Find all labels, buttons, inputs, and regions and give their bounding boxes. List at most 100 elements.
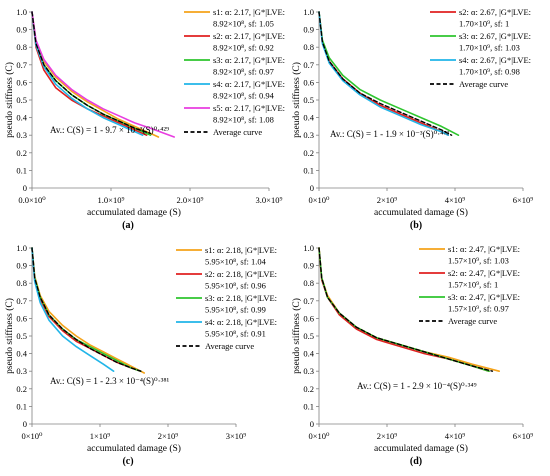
y-tick-label: 0.7 <box>16 296 27 306</box>
y-tick-label: 0.8 <box>303 42 314 52</box>
y-tick-label: 0 <box>310 419 314 429</box>
x-tick-label: 4×10⁹ <box>445 431 466 441</box>
y-tick-label: 0.2 <box>303 148 314 158</box>
y-tick-label: 0.4 <box>16 113 27 123</box>
x-tick-label: 0×10⁰ <box>309 431 331 441</box>
fit-equation: Av.: C(S) = 1 - 2.3 × 10⁻⁴(S)⁰·³⁸¹ <box>50 376 169 386</box>
x-tick-label: 3.0×10⁹ <box>256 195 283 205</box>
legend-label: s1: α: 2.18, |G*|LVE: 5.95×10⁸, sf: 1.04 <box>205 245 277 267</box>
series-line-6 <box>31 11 152 135</box>
y-tick-label: 1.0 <box>16 243 27 253</box>
legend-label: Average curve <box>213 127 262 137</box>
y-tick-label: 0.5 <box>16 95 27 105</box>
y-tick-label: 0.2 <box>16 384 27 394</box>
series-line-4 <box>318 247 494 372</box>
chart-panel-a: 0 0.1 0.2 0.3 0.4 0.5 0.6 0.7 0.8 0.9 1.0 0.0×10⁰ 1.… <box>4 7 285 231</box>
x-tick-label: 2×10⁹ <box>158 431 179 441</box>
x-tick-label: 0×10⁰ <box>309 195 331 205</box>
y-tick-label: 0.3 <box>303 366 314 376</box>
y-axis-label: pseudo stiffness (C) <box>291 298 302 374</box>
y-tick-label: 0.7 <box>303 60 314 70</box>
x-tick-label: 3×10⁹ <box>226 431 247 441</box>
x-axis-label: accumulated damage (S) <box>374 443 468 454</box>
x-tick-label: 2×10⁹ <box>377 431 398 441</box>
panel-label: (d) <box>410 456 422 467</box>
chart-panel-c: 0 0.1 0.2 0.3 0.4 0.5 0.6 0.7 0.8 0.9 1.0 0×10⁰ 1×10… <box>4 243 277 467</box>
y-tick-label: 0.3 <box>16 366 27 376</box>
x-tick-label: 6×10⁹ <box>513 431 534 441</box>
series-line-4 <box>318 11 453 136</box>
y-tick-label: 0.4 <box>16 349 27 359</box>
y-tick-label: 0.1 <box>16 401 27 411</box>
series-line-4 <box>31 247 115 373</box>
legend-label: s3: α: 2.18, |G*|LVE: 5.95×10⁸, sf: 0.99 <box>205 293 277 315</box>
chart-panel-b: 0 0.1 0.2 0.3 0.4 0.5 0.6 0.7 0.8 0.9 1.0 0×10⁰ 2×10… <box>291 7 533 231</box>
y-tick-label: 1.0 <box>303 243 314 253</box>
legend-label: s4: α: 2.67, |G*|LVE: 1.70×10⁹, sf: 0.98 <box>459 55 531 77</box>
legend-label: s2: α: 2.47, |G*|LVE: 1.57×10⁹, sf: 1 <box>448 268 520 290</box>
y-axis-label: pseudo stiffness (C) <box>291 62 302 138</box>
y-tick-label: 0 <box>23 419 27 429</box>
panel-label: (b) <box>410 220 422 231</box>
y-tick-label: 0.9 <box>303 261 314 271</box>
legend-label: s4: α: 2.18, |G*|LVE: 5.95×10⁸, sf: 0.91 <box>205 317 277 339</box>
chart-panel-d: 0 0.1 0.2 0.3 0.4 0.5 0.6 0.7 0.8 0.9 1.0 0×10⁰ 2×10… <box>291 243 533 467</box>
x-axis-label: accumulated damage (S) <box>374 207 468 218</box>
x-axis-label: accumulated damage (S) <box>87 207 181 218</box>
y-tick-label: 0.8 <box>16 42 27 52</box>
y-tick-label: 0.1 <box>16 165 27 175</box>
y-tick-label: 0.4 <box>303 113 314 123</box>
x-tick-label: 0.0×10⁰ <box>18 195 46 205</box>
x-tick-label: 6×10⁹ <box>513 195 534 205</box>
y-tick-label: 0.1 <box>303 401 314 411</box>
y-tick-label: 0.7 <box>303 296 314 306</box>
y-tick-label: 0.2 <box>16 148 27 158</box>
legend-label: Average curve <box>448 316 497 326</box>
x-tick-label: 0×10⁰ <box>22 431 44 441</box>
y-tick-label: 0 <box>310 183 314 193</box>
y-tick-label: 0.6 <box>303 313 314 323</box>
series-line-2 <box>318 11 460 136</box>
y-tick-label: 0.6 <box>303 77 314 87</box>
y-tick-label: 0.5 <box>303 95 314 105</box>
legend-label: s3: α: 2.67, |G*|LVE: 1.70×10⁹, sf: 1.03 <box>459 31 531 53</box>
x-tick-label: 2×10⁹ <box>377 195 398 205</box>
x-tick-label: 4×10⁹ <box>445 195 466 205</box>
panel-label: (a) <box>122 220 134 231</box>
y-tick-label: 0.5 <box>16 331 27 341</box>
legend-label: s2: α: 2.67, |G*|LVE: 1.70×10⁹, sf: 1 <box>459 7 531 29</box>
legend-label: s3: α: 2.47, |G*|LVE: 1.57×10⁹, sf: 0.97 <box>448 292 520 314</box>
y-tick-label: 0.9 <box>16 25 27 35</box>
y-tick-label: 0.3 <box>16 130 27 140</box>
legend-label: s1: α: 2.47, |G*|LVE: 1.57×10⁹, sf: 1.03 <box>448 244 520 266</box>
y-tick-label: 0.2 <box>303 384 314 394</box>
x-tick-label: 1×10⁹ <box>90 431 111 441</box>
y-tick-label: 0.8 <box>303 278 314 288</box>
y-tick-label: 0.3 <box>303 130 314 140</box>
legend-label: Average curve <box>459 79 508 89</box>
series-line-5 <box>31 247 142 372</box>
y-axis-label: pseudo stiffness (C) <box>4 298 15 374</box>
y-tick-label: 0.7 <box>16 60 27 70</box>
fit-equation: Av.: C(S) = 1 - 1.9 × 10⁻³(S)⁰·⁴⁷³ <box>330 129 449 139</box>
fit-equation: Av.: C(S) = 1 - 2.9 × 10⁻⁴(S)⁰·³⁴⁹ <box>357 381 477 391</box>
y-tick-label: 0.4 <box>303 349 314 359</box>
x-tick-label: 2.0×10⁹ <box>177 195 204 205</box>
y-tick-label: 0.1 <box>303 165 314 175</box>
legend-label: s3: α: 2.17, |G*|LVE: 8.92×10⁸, sf: 0.97 <box>213 55 285 77</box>
y-axis-label: pseudo stiffness (C) <box>4 62 15 138</box>
series-line-4 <box>31 11 144 136</box>
y-tick-label: 0.6 <box>16 313 27 323</box>
y-tick-label: 1.0 <box>16 7 27 17</box>
legend-label: s4: α: 2.17, |G*|LVE: 8.92×10⁸, sf: 0.94 <box>213 79 285 101</box>
fit-equation: Av.: C(S) = 1 - 9.7 × 10⁻³(S)⁰·⁴²⁹ <box>50 125 169 135</box>
legend-label: s5: α: 2.17, |G*|LVE: 8.92×10⁸, sf: 1.08 <box>213 103 285 125</box>
y-tick-label: 0.8 <box>16 278 27 288</box>
y-tick-label: 0 <box>23 183 27 193</box>
series-line-5 <box>31 11 175 138</box>
y-tick-label: 0.5 <box>303 331 314 341</box>
legend-label: Average curve <box>205 341 254 351</box>
legend-label: s1: α: 2.17, |G*|LVE: 8.92×10⁸, sf: 1.05 <box>213 7 285 29</box>
y-tick-label: 0.9 <box>16 261 27 271</box>
